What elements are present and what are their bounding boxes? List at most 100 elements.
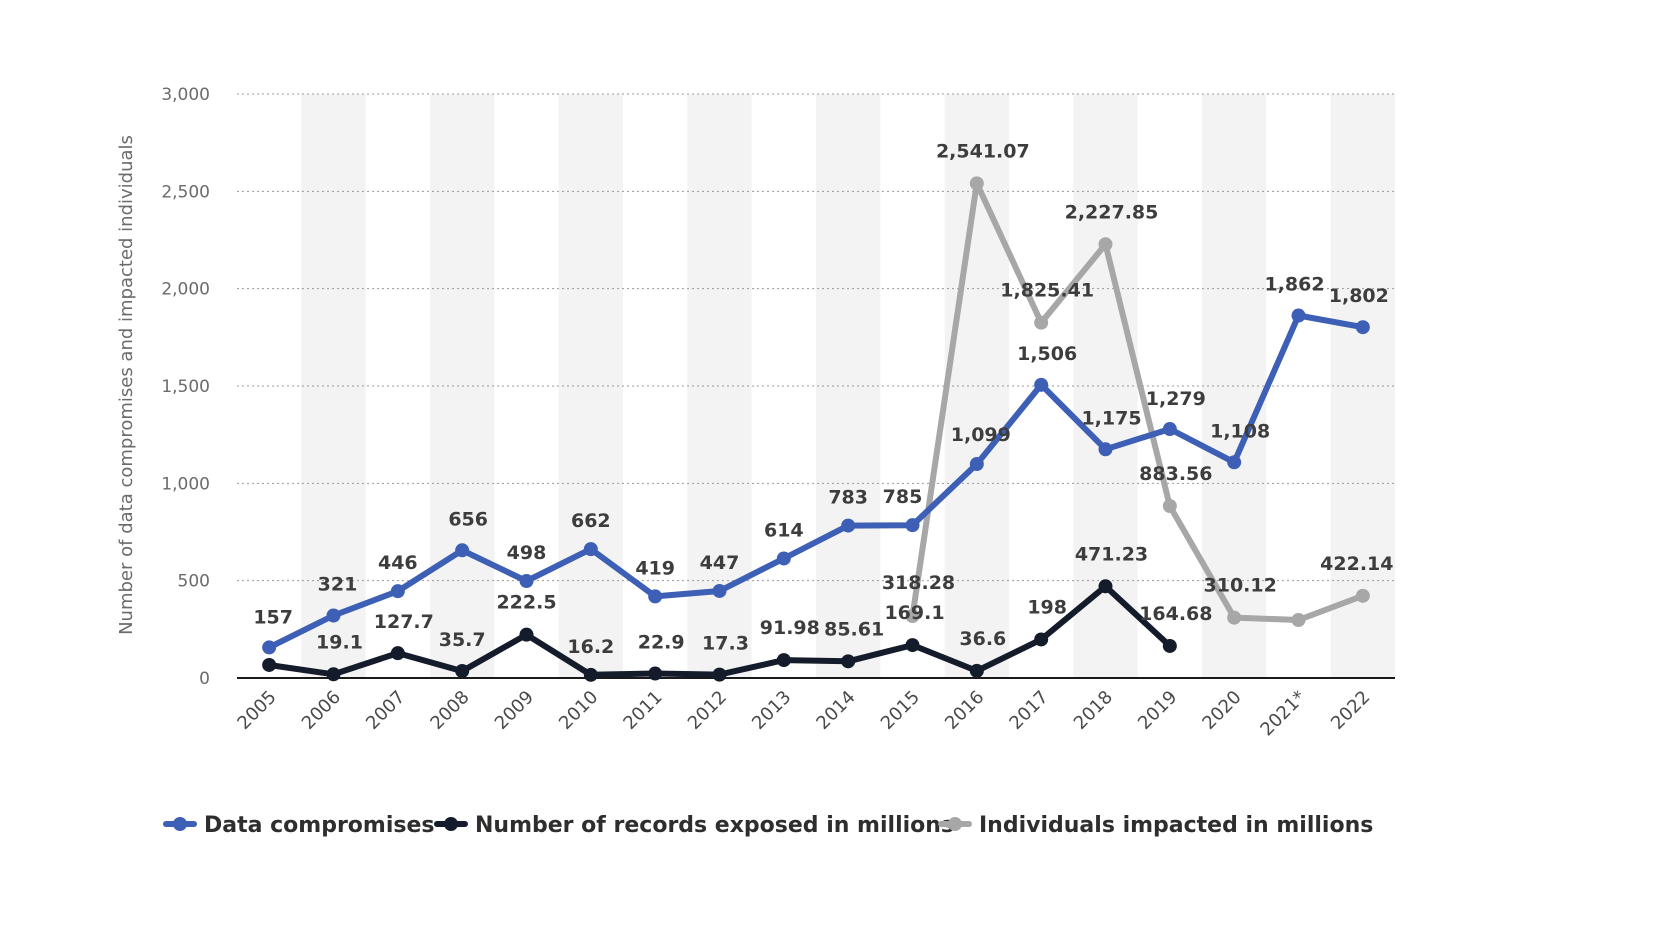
x-axis-ticks: 2005 2006 2007 2008 2009 2010 2011 2012 2013 2014…	[233, 687, 1374, 741]
x-tick-label: 2005	[233, 687, 280, 734]
x-tick-label: 2017	[1005, 687, 1052, 734]
data-point-records-exposed	[841, 654, 856, 669]
data-point-data-compromises	[969, 457, 984, 472]
data-point-records-exposed	[262, 657, 277, 672]
data-point-records-exposed	[1098, 579, 1113, 594]
data-point-records-exposed	[519, 627, 534, 642]
data-point-individuals-impacted	[1291, 612, 1306, 627]
data-label-records-exposed: 35.7	[439, 629, 486, 651]
data-label-individuals-impacted: 422.14	[1320, 553, 1393, 575]
data-label-data-compromises: 1,802	[1329, 285, 1389, 307]
data-label-individuals-impacted: 2,541.07	[936, 140, 1030, 162]
data-label-data-compromises: 662	[571, 510, 611, 532]
data-labels: 318.28 2,541.07 1,825.41 2,227.85 883.56 310.…	[253, 140, 1393, 658]
data-point-data-compromises	[1162, 422, 1177, 437]
y-tick-label: 2,500	[161, 182, 210, 202]
data-point-records-exposed	[969, 663, 984, 678]
data-label-records-exposed: 22.9	[638, 632, 685, 654]
legend-marker-records-exposed	[444, 817, 458, 831]
data-point-data-compromises	[1355, 320, 1370, 335]
y-axis-ticks: 0 500 1,000 1,500 2,000 2,500 3,000	[161, 85, 210, 689]
data-point-records-exposed	[390, 646, 405, 661]
data-label-records-exposed: 169.1	[884, 602, 944, 624]
data-point-individuals-impacted	[969, 176, 984, 191]
data-label-individuals-impacted: 883.56	[1139, 463, 1212, 485]
data-label-records-exposed: 471.23	[1075, 543, 1148, 565]
data-label-records-exposed: 36.6	[959, 628, 1006, 650]
data-label-data-compromises: 1,175	[1081, 407, 1141, 429]
legend-label-records-exposed: Number of records exposed in millions	[475, 813, 954, 838]
data-point-individuals-impacted	[1162, 499, 1177, 514]
legend-label-data-compromises: Data compromises	[204, 813, 435, 838]
data-label-data-compromises: 447	[700, 552, 740, 574]
data-label-records-exposed: 19.1	[316, 631, 363, 653]
data-point-data-compromises	[1227, 455, 1242, 470]
data-point-data-compromises	[776, 551, 791, 566]
data-label-records-exposed: 85.61	[824, 618, 884, 640]
data-point-data-compromises	[841, 518, 856, 533]
y-tick-label: 1,000	[161, 474, 210, 494]
y-tick-label: 2,000	[161, 280, 210, 300]
gridlines	[237, 93, 1395, 582]
data-label-individuals-impacted: 318.28	[882, 572, 955, 594]
data-point-records-exposed	[648, 666, 663, 681]
x-tick-label: 2019	[1134, 687, 1181, 734]
data-point-data-compromises	[1098, 442, 1113, 457]
data-label-data-compromises: 1,099	[951, 424, 1011, 446]
y-tick-label: 3,000	[161, 85, 210, 105]
data-point-records-exposed	[326, 667, 341, 682]
x-tick-label: 2009	[491, 687, 538, 734]
data-point-records-exposed	[583, 667, 598, 682]
data-label-data-compromises: 614	[764, 519, 804, 541]
data-label-data-compromises: 157	[253, 606, 293, 628]
data-point-records-exposed	[1162, 638, 1177, 653]
data-point-individuals-impacted	[905, 609, 920, 624]
data-label-records-exposed: 198	[1027, 596, 1067, 618]
data-label-records-exposed: 127.7	[374, 611, 434, 633]
data-point-data-compromises	[648, 589, 663, 604]
x-tick-label: 2006	[298, 687, 345, 734]
series-points	[262, 176, 1370, 682]
data-point-data-compromises	[712, 583, 727, 598]
data-label-individuals-impacted: 310.12	[1204, 575, 1277, 597]
x-tick-label: 2013	[748, 687, 795, 734]
data-point-data-compromises	[262, 640, 277, 655]
x-tick-label: 2016	[941, 687, 988, 734]
data-point-data-compromises	[583, 542, 598, 557]
legend: Data compromises Number of records expose…	[163, 813, 1373, 838]
x-tick-label: 2022	[1327, 687, 1374, 734]
data-label-records-exposed: 222.5	[496, 592, 556, 614]
data-label-data-compromises: 1,862	[1264, 274, 1324, 296]
x-tick-label: 2010	[555, 687, 602, 734]
x-tick-label: 2007	[362, 687, 409, 734]
x-tick-label: 2008	[426, 687, 473, 734]
data-label-records-exposed: 164.68	[1139, 603, 1212, 625]
data-label-data-compromises: 783	[828, 487, 868, 509]
x-tick-label: 2021*	[1256, 687, 1310, 741]
data-label-data-compromises: 656	[448, 508, 488, 530]
data-label-data-compromises: 1,108	[1210, 420, 1270, 442]
data-label-data-compromises: 419	[635, 557, 675, 579]
data-point-individuals-impacted	[1227, 610, 1242, 625]
data-point-records-exposed	[455, 664, 470, 679]
legend-marker-individuals-impacted	[948, 817, 962, 831]
data-point-individuals-impacted	[1034, 315, 1049, 330]
data-point-data-compromises	[1034, 377, 1049, 392]
y-axis-label: Number of data compromises and impacted …	[116, 135, 137, 635]
y-tick-label: 1,500	[161, 377, 210, 397]
data-label-data-compromises: 1,279	[1146, 388, 1206, 410]
data-label-data-compromises: 446	[378, 552, 418, 574]
data-point-data-compromises	[455, 543, 470, 558]
x-tick-label: 2020	[1198, 687, 1245, 734]
x-tick-label: 2012	[684, 687, 731, 734]
x-tick-label: 2018	[1070, 687, 1117, 734]
data-label-data-compromises: 498	[507, 542, 547, 564]
data-point-individuals-impacted	[1355, 588, 1370, 603]
legend-label-individuals-impacted: Individuals impacted in millions	[979, 813, 1373, 838]
data-point-data-compromises	[390, 584, 405, 599]
x-tick-label: 2014	[812, 687, 859, 734]
y-tick-label: 0	[199, 669, 210, 689]
data-label-data-compromises: 785	[883, 486, 923, 508]
series-line-data-compromises	[266, 312, 1366, 651]
